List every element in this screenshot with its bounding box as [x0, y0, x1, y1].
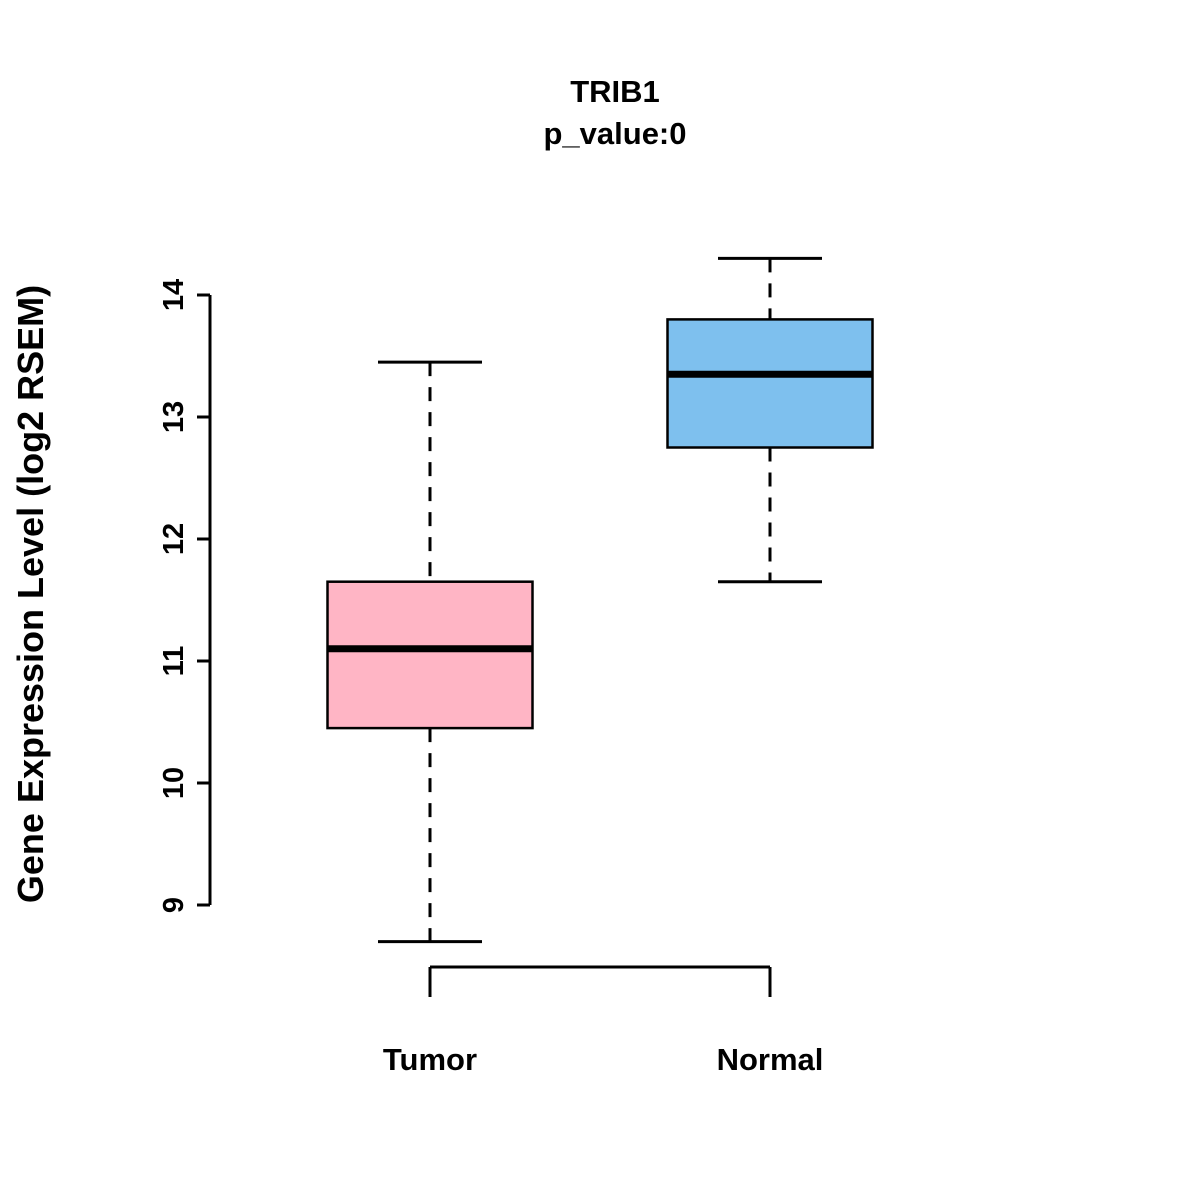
- chart-subtitle: p_value:0: [543, 116, 687, 151]
- y-tick-label: 12: [158, 523, 190, 555]
- x-category-label-normal: Normal: [717, 1042, 824, 1077]
- y-tick-label: 10: [158, 767, 190, 799]
- y-tick-label: 14: [158, 279, 190, 311]
- box-tumor: [326, 580, 534, 730]
- y-tick-label: 11: [158, 646, 190, 677]
- y-tick-label: 13: [158, 401, 190, 433]
- x-category-label-tumor: Tumor: [383, 1042, 477, 1077]
- box-normal: [666, 318, 874, 449]
- y-tick-label: 9: [158, 897, 190, 913]
- chart-title: TRIB1: [570, 74, 660, 109]
